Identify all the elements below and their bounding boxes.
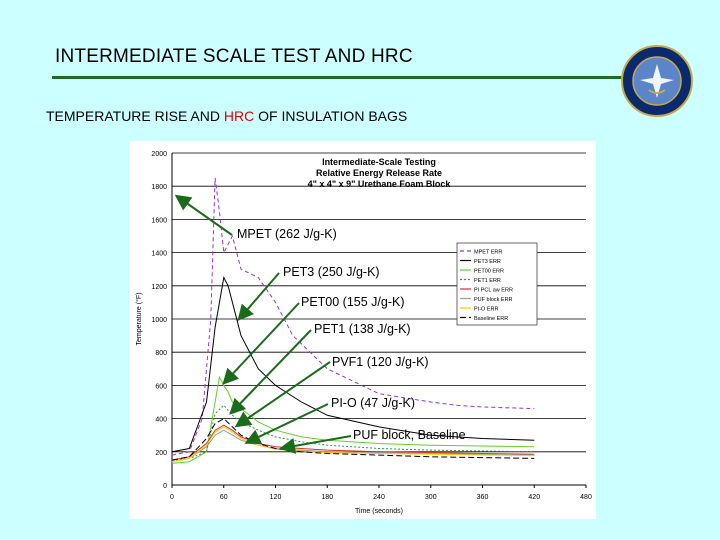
y-tick-label: 1200 [151,284,167,291]
x-tick-label: 360 [477,494,489,501]
legend-label: PI-O ERR [474,307,498,313]
legend-label: MPET ERR [474,250,502,256]
subtitle-hrc: HRC [223,108,255,124]
temperature-chart: 0 200 400 600 800 1000 1200 1400 1600 1800 2000 0 60… [135,151,592,515]
legend-box [456,242,538,326]
y-tick-label: 600 [155,383,167,390]
chart-subtitle: Relative Energy Release Rate [316,168,442,178]
callout-pet00: PET00 (155 J/g-K) [301,295,405,309]
title-divider [52,76,622,79]
chart-subtitle: 4" x 4" x 9" Urethane Foam Block [308,179,452,189]
x-tick-label: 480 [580,494,592,501]
callout-pio: PI-O (47 J/g-K) [331,396,416,410]
y-tick-label: 1000 [151,317,167,324]
legend-label: Baseline ERR [474,316,508,322]
y-axis-label: Temperature (°F) [135,293,143,346]
callout-puf: PUF block, Baseline [353,428,466,442]
callout-pet1: PET1 (138 J/g-K) [314,322,411,336]
x-axis-label: Time (seconds) [355,508,403,515]
x-tick-label: 120 [270,494,282,501]
agency-seal-logo [621,45,693,117]
legend-label: PUF block ERR [474,297,513,303]
series-line [171,426,535,463]
x-tick-label: 180 [321,494,333,501]
callout-mpet: MPET (262 J/g-K) [237,227,337,241]
y-tick-label: 800 [155,350,167,357]
callout-pet3: PET3 (250 J/g-K) [283,265,380,279]
x-tick-label: 420 [528,494,540,501]
legend-label: PET3 ERR [474,259,501,265]
slide-subtitle: TEMPERATURE RISE AND HRC OF INSULATION B… [46,108,407,124]
y-tick-label: 200 [155,450,167,457]
legend-label: PET00 ERR [474,269,504,275]
x-tick-label: 300 [425,494,437,501]
subtitle-text-1: TEMPERATURE RISE AND [46,108,224,124]
legend-label: PI PCL aw ERR [474,288,513,294]
x-tick-label: 60 [220,494,228,501]
subtitle-text-2: OF INSULATION BAGS [254,108,408,124]
chart-title: Intermediate-Scale Testing [322,157,436,167]
y-tick-label: 2000 [151,151,167,158]
legend-label: PET1 ERR [474,278,501,284]
y-tick-label: 1400 [151,251,167,258]
x-tick-label: 0 [170,494,174,501]
x-tick-label: 240 [373,494,385,501]
y-tick-label: 1600 [151,217,167,224]
slide-title: INTERMEDIATE SCALE TEST AND HRC [55,46,413,67]
y-tick-label: 1800 [151,184,167,191]
y-tick-label: 400 [155,417,167,424]
y-tick-label: 0 [163,483,167,490]
callout-pvf1: PVF1 (120 J/g-K) [332,355,429,369]
